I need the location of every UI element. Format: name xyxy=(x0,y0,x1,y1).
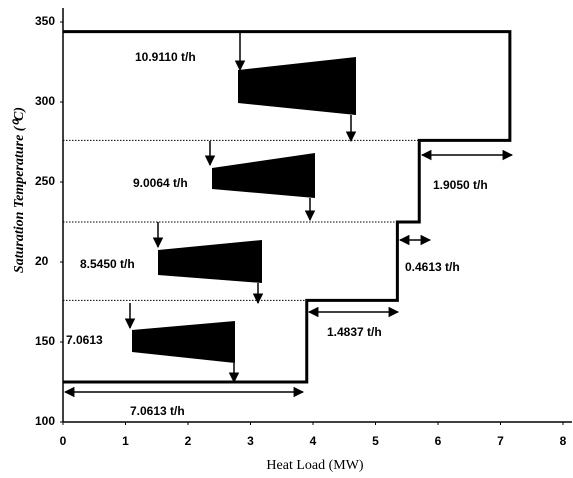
y-tick-label: 100 xyxy=(35,414,55,428)
x-tick-label: 0 xyxy=(60,434,67,448)
x-tick-label: 1 xyxy=(122,434,129,448)
turbine xyxy=(238,57,356,115)
y-tick-label: 350 xyxy=(35,14,55,28)
step-line xyxy=(63,30,512,384)
turbine xyxy=(132,321,235,363)
x-tick-label: 4 xyxy=(310,434,317,448)
x-axis-label: Heat Load (MW) xyxy=(266,458,364,473)
flow-label: 1.9050 t/h xyxy=(433,178,488,192)
x-tick-label: 6 xyxy=(435,434,442,448)
x-tick-label: 8 xyxy=(560,434,567,448)
flow-label: 0.4613 t/h xyxy=(405,260,460,274)
turbine-label: 7.0613 xyxy=(66,333,103,347)
turbine-label: 8.5450 t/h xyxy=(80,257,135,271)
flow-label: 7.0613 t/h xyxy=(130,404,185,418)
y-tick-label: 250 xyxy=(35,174,55,188)
x-tick-label: 2 xyxy=(185,434,192,448)
turbine-label: 9.0064 t/h xyxy=(133,176,188,190)
y-tick-label: 300 xyxy=(35,94,55,108)
x-tick-label: 3 xyxy=(247,434,254,448)
x-tick-label: 5 xyxy=(372,434,379,448)
turbine xyxy=(212,153,315,198)
x-tick-label: 7 xyxy=(497,434,504,448)
turbine xyxy=(158,240,262,283)
turbine-label: 10.9110 t/h xyxy=(135,50,196,64)
y-tick-label: 20 xyxy=(35,254,49,268)
y-axis-label: Saturation Temperature (⁰C) xyxy=(12,107,27,273)
y-tick-label: 150 xyxy=(35,334,55,348)
flow-label: 1.4837 t/h xyxy=(327,325,382,339)
